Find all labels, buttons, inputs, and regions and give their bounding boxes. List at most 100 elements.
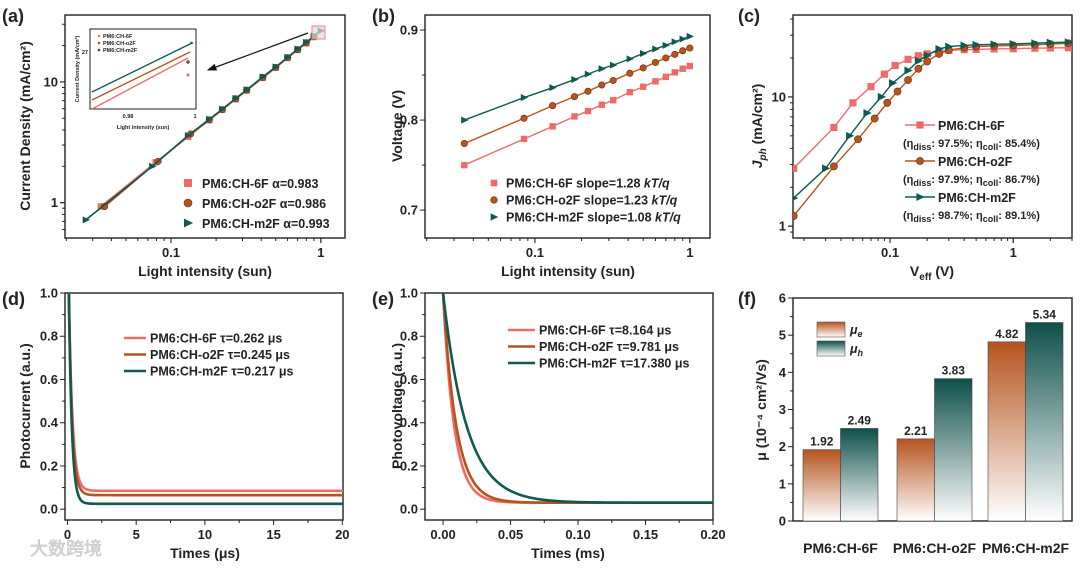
- circle-marker: [883, 98, 892, 107]
- category-label: PM6:CH-6F: [803, 540, 878, 556]
- y-tick-label: 0.8: [40, 329, 58, 344]
- legend-label: PM6:CH-m2F τ=17.380 μs: [539, 357, 689, 371]
- zoom-highlight-box: [311, 25, 326, 40]
- triangle-marker: [232, 94, 240, 102]
- square-marker: [830, 123, 838, 132]
- square-marker: [626, 88, 634, 96]
- triangle-marker: [914, 56, 924, 65]
- circle-marker: [584, 87, 592, 95]
- legend-label: PM6:CH-m2F α=0.993: [202, 217, 330, 231]
- y-tick-label: 0.6: [400, 372, 418, 387]
- x-tick-label: 0.05: [498, 527, 523, 542]
- triangle-marker: [686, 32, 694, 40]
- y-tick-label: 2: [779, 439, 786, 454]
- inset-line: [91, 51, 191, 101]
- y-axis-title: Voltage (V): [389, 90, 405, 162]
- inset-x-tick-label: 1: [193, 114, 196, 120]
- x-axis-title: Times (μs): [170, 545, 240, 561]
- y-tick-label: 0.2: [40, 458, 58, 473]
- eta-part: coll: [983, 214, 999, 224]
- triangle-marker: [889, 79, 898, 87]
- triangle-marker: [303, 38, 311, 46]
- x-axis-title-sub: eff: [919, 272, 932, 283]
- legend-label: PM6:CH-6F τ=8.164 μs: [539, 324, 671, 338]
- square-marker: [584, 107, 592, 115]
- triangle-marker: [960, 41, 969, 50]
- panel-label: (b): [372, 6, 395, 26]
- triangle-marker: [82, 216, 90, 224]
- square-marker: [891, 61, 899, 70]
- circle-marker: [490, 196, 498, 204]
- y-axis-title: Photovoltage (a.u.): [389, 343, 405, 469]
- triangle-marker: [243, 86, 251, 94]
- circle-marker: [679, 47, 687, 55]
- square-marker: [916, 121, 924, 129]
- bar-value-label: 5.34: [1033, 308, 1057, 322]
- y-tick-label: 0.2: [400, 458, 418, 473]
- triangle-marker: [822, 164, 831, 173]
- y-tick-label: 0.9: [400, 23, 418, 38]
- y-tick-label: 0.8: [400, 113, 418, 128]
- panel-label: (d): [2, 289, 25, 309]
- y-tick-label: 0.4: [400, 415, 419, 430]
- triangle-marker: [671, 38, 679, 46]
- square-marker: [686, 62, 694, 70]
- triangle-marker: [461, 116, 469, 124]
- inset-legend-label: PM6:CH-o2F: [103, 41, 136, 47]
- triangle-marker: [916, 193, 925, 201]
- triangle-marker: [272, 63, 280, 71]
- inset-legend-marker: [97, 41, 101, 45]
- x-axis-title: Light intensity (sun): [138, 263, 272, 279]
- y-tick-label: 0.0: [400, 502, 418, 517]
- square-marker: [914, 52, 923, 60]
- triangle-marker: [652, 45, 660, 53]
- y-tick-label: 10: [44, 74, 58, 89]
- series-2: [461, 32, 694, 124]
- y-axis-title-main: J: [749, 159, 765, 168]
- triangle-marker: [584, 70, 593, 78]
- square-marker: [639, 83, 647, 90]
- triangle-marker: [294, 45, 302, 53]
- legend-unit: kT/q: [652, 194, 678, 208]
- x-axis-title-main: V: [910, 263, 920, 279]
- inset-legend-marker: [97, 48, 101, 52]
- triangle-marker: [990, 40, 999, 49]
- triangle-marker: [945, 42, 954, 51]
- eta-part: (η: [903, 138, 914, 150]
- inset-x-tick-label: 0.98: [123, 114, 134, 120]
- legend-swatch: [816, 321, 846, 338]
- triangle-marker: [1064, 38, 1072, 47]
- eta-part: : 97.9%; η: [931, 174, 983, 186]
- triangle-marker: [1009, 39, 1018, 48]
- triangle-marker: [206, 115, 214, 123]
- square-marker: [461, 161, 468, 169]
- inset-line: [91, 42, 193, 93]
- triangle-marker: [1046, 38, 1055, 47]
- bar-mu-e: [896, 438, 935, 522]
- chart-panel-f: (f) 0 1 2 3 4 5 6 μ (10⁻⁴ cm²/Vs) PM6:CH-6F 1.92 2.…: [738, 289, 1073, 556]
- legend-symbol: μ: [849, 342, 858, 356]
- inset-legend-marker: [97, 34, 101, 38]
- y-axis-title: Current Density (mA/cm²): [17, 41, 33, 211]
- triangle-marker: [520, 94, 529, 102]
- x-tick-label: 0.1: [162, 245, 180, 260]
- y-tick-label: 0.8: [400, 329, 418, 344]
- watermark: 大数跨境: [30, 538, 102, 559]
- circle-marker: [460, 139, 468, 147]
- chart-panel-e: (e) 0.0 0.2 0.4 0.6 0.8 1.0 Photovoltage (a.u.)…: [372, 286, 726, 562]
- y-axis-title: Photocurrent (a.u.): [17, 343, 33, 468]
- triangle-marker: [972, 40, 981, 49]
- plot-frame: [424, 292, 714, 521]
- triangle-marker: [490, 213, 499, 221]
- y-tick-label: 0.7: [400, 203, 418, 218]
- y-axis-title-sub: ph: [758, 148, 769, 161]
- y-tick-label: 0.6: [40, 372, 58, 387]
- y-tick-label: 1.0: [400, 286, 418, 301]
- plot-area: [793, 38, 1072, 220]
- square-marker: [97, 203, 105, 210]
- chart-panel-b: (b) 0.7 0.8 0.9 Voltage (V) 0.1 1 Light intensi…: [372, 6, 711, 279]
- triangle-marker: [149, 162, 157, 170]
- y-tick-label: 6: [779, 291, 786, 306]
- circle-marker: [893, 87, 902, 96]
- bar-value-label: 2.49: [848, 413, 872, 427]
